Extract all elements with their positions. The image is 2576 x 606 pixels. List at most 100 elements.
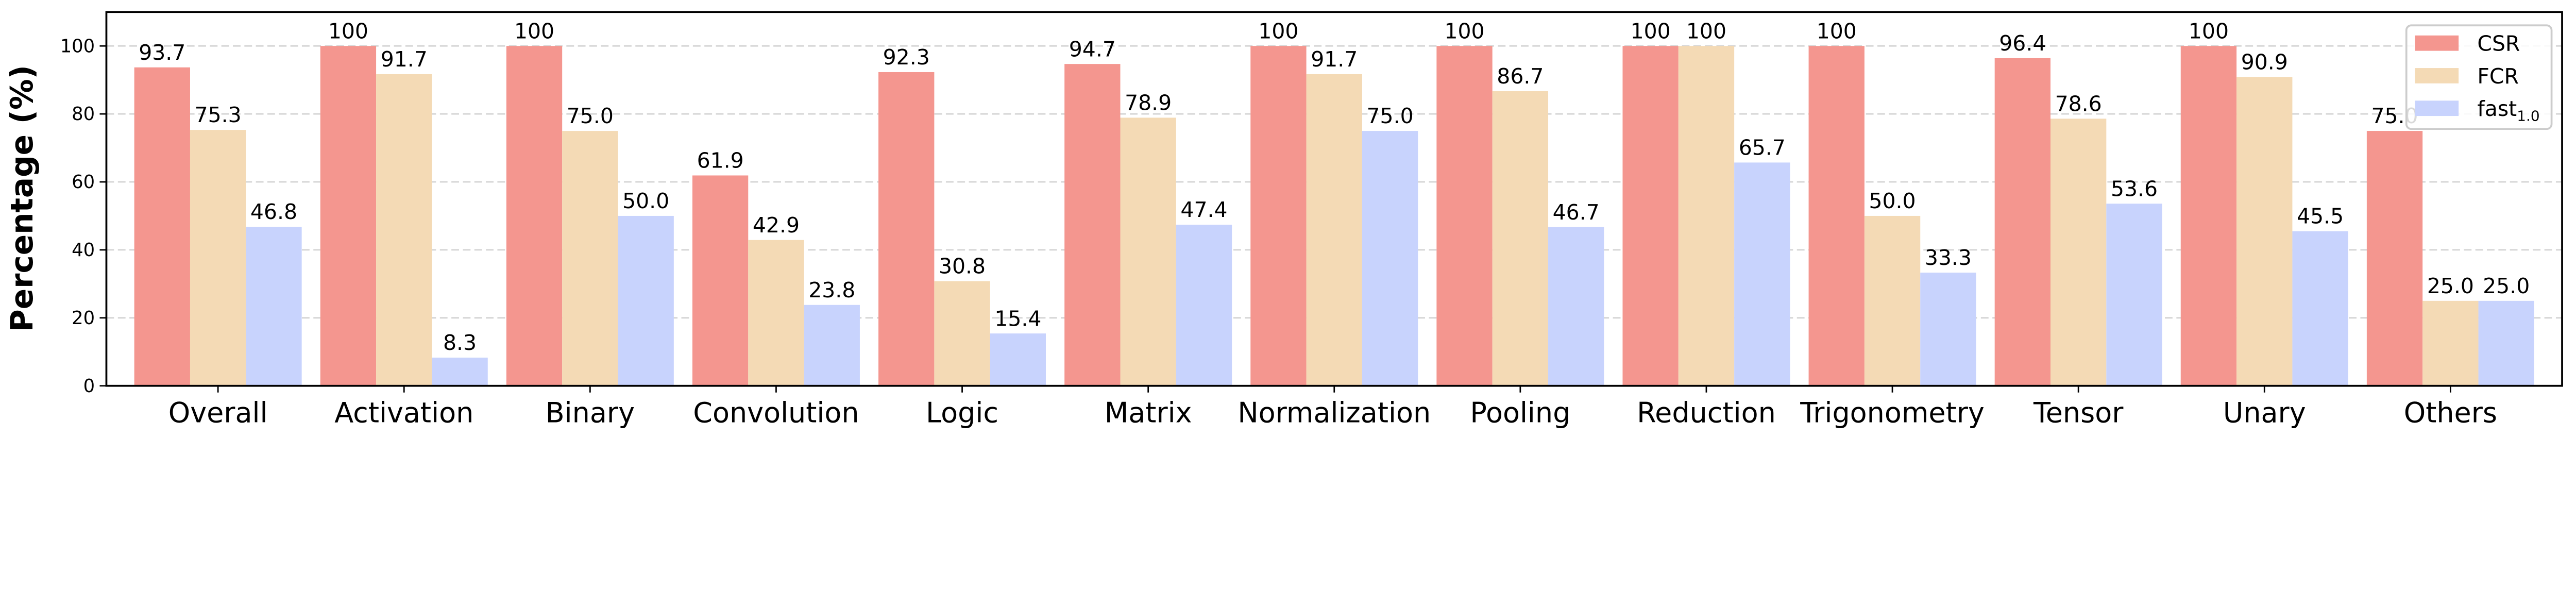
bar-fast	[1548, 227, 1604, 386]
value-label: 23.8	[808, 278, 855, 302]
bar-fast	[804, 305, 860, 386]
bar-fcr	[1120, 117, 1176, 386]
x-tick-label: Matrix	[1105, 396, 1192, 429]
bar-fast	[1176, 225, 1232, 386]
value-labels: 93.7 75.3 46.8 100 91.7 8.3 100 75.0 50.0 61.9 42.…	[139, 19, 2530, 355]
y-tick-label: 20	[72, 308, 95, 329]
value-label: 100	[1631, 19, 1671, 43]
bar-fcr	[2050, 119, 2107, 386]
y-axis-label: Percentage (%)	[5, 65, 40, 332]
legend-swatch-fast	[2415, 100, 2459, 116]
bar-fcr	[376, 74, 432, 386]
value-label: 93.7	[139, 40, 185, 65]
x-tick-label: Pooling	[1470, 396, 1570, 429]
value-label: 100	[1258, 19, 1298, 43]
bar-csr	[506, 46, 563, 386]
value-label: 100	[1444, 19, 1484, 43]
y-tick-label: 40	[72, 240, 95, 261]
value-label: 15.4	[994, 306, 1041, 331]
value-label: 96.4	[1999, 31, 2046, 56]
legend-label-fast: fast1.0	[2477, 96, 2539, 124]
value-label: 33.3	[1925, 245, 1972, 270]
bar-fast	[2106, 204, 2162, 386]
value-label: 47.4	[1180, 197, 1227, 222]
bar-fast	[1920, 273, 1976, 386]
x-tick-label: Tensor	[2033, 396, 2124, 429]
bar-csr	[1994, 58, 2050, 386]
bar-fcr	[1492, 91, 1549, 386]
value-label: 42.9	[753, 213, 800, 238]
bar-csr	[1436, 46, 1493, 386]
value-label: 25.0	[2427, 274, 2474, 298]
bar-fast	[2292, 231, 2348, 386]
bar-csr	[2366, 131, 2423, 386]
value-label: 50.0	[622, 189, 669, 213]
plot-frame	[105, 11, 2563, 387]
value-label: 30.8	[939, 254, 986, 279]
legend: CSR FCR fast1.0	[2405, 24, 2553, 130]
value-label: 75.0	[567, 104, 614, 128]
bars	[134, 46, 2534, 386]
bar-fcr	[1306, 74, 1362, 386]
bar-fast	[246, 227, 302, 386]
x-tick-label: Logic	[926, 396, 998, 429]
bar-fast	[1362, 131, 1418, 386]
bar-fast	[432, 357, 488, 386]
bar-csr	[1064, 64, 1121, 386]
y-tick-label: 100	[60, 36, 95, 57]
value-label: 100	[328, 19, 368, 43]
bar-fast	[2478, 300, 2534, 386]
legend-swatch-csr	[2415, 35, 2459, 51]
bar-csr	[1808, 46, 1865, 386]
value-label: 25.0	[2483, 274, 2530, 298]
bar-fcr	[748, 240, 804, 386]
bar-fcr	[1864, 215, 1921, 386]
value-label: 100	[1817, 19, 1857, 43]
value-label: 65.7	[1739, 136, 1786, 160]
value-label: 45.5	[2297, 204, 2344, 229]
bar-fcr	[934, 281, 990, 386]
bar-fast	[990, 333, 1046, 386]
value-label: 75.0	[1367, 104, 1414, 128]
y-tick-label: 60	[72, 172, 95, 193]
value-label: 61.9	[697, 148, 744, 173]
x-tick-label: Others	[2404, 396, 2497, 429]
legend-label-csr: CSR	[2477, 31, 2520, 56]
value-label: 100	[2189, 19, 2229, 43]
bar-fast	[618, 215, 674, 386]
value-label: 46.8	[250, 199, 297, 224]
bar-csr	[134, 67, 190, 386]
value-label: 53.6	[2111, 176, 2158, 201]
legend-swatch-fcr	[2415, 68, 2459, 83]
legend-label-fcr: FCR	[2477, 64, 2519, 89]
value-label: 92.3	[883, 45, 930, 70]
bar-fcr	[1678, 46, 1735, 386]
bar-fast	[1734, 162, 1790, 386]
x-tick-label: Overall	[168, 396, 268, 429]
x-tick-label: Reduction	[1637, 396, 1776, 429]
value-label: 94.7	[1069, 37, 1116, 61]
y-tick-label: 0	[83, 376, 95, 397]
x-tick-label: Binary	[546, 396, 635, 429]
bar-csr	[878, 72, 935, 386]
x-tick-label: Convolution	[693, 396, 859, 429]
value-label: 50.0	[1869, 189, 1916, 213]
value-label: 78.6	[2055, 91, 2102, 116]
bar-fcr	[2422, 300, 2479, 386]
x-tick-label: Normalization	[1238, 396, 1431, 429]
value-label: 91.7	[381, 47, 428, 72]
value-label: 78.9	[1125, 90, 1172, 115]
value-label: 90.9	[2241, 49, 2288, 74]
bar-csr	[1250, 46, 1307, 386]
bar-fcr	[190, 130, 246, 386]
value-label: 91.7	[1311, 47, 1358, 72]
value-label: 86.7	[1497, 64, 1544, 89]
x-tick-label: Unary	[2223, 396, 2306, 429]
value-label: 46.7	[1553, 200, 1600, 225]
bar-chart: 93.7 75.3 46.8 100 91.7 8.3 100 75.0 50.0 61.9 42.…	[5, 11, 2563, 429]
value-label: 100	[1686, 19, 1726, 43]
bar-fcr	[2236, 77, 2293, 386]
value-label: 8.3	[443, 330, 477, 355]
bar-csr	[1622, 46, 1679, 386]
x-tick-label: Activation	[334, 396, 473, 429]
